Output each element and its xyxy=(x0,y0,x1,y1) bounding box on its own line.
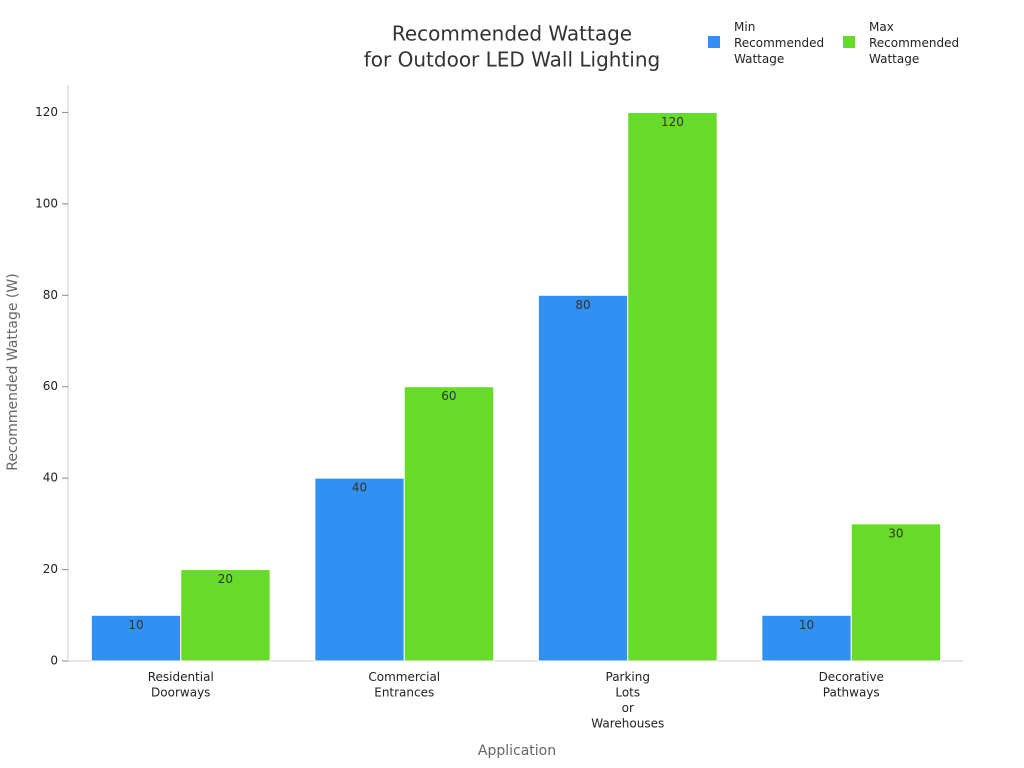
y-axis-label: Recommended Wattage (W) xyxy=(5,273,21,470)
value-label: 20 xyxy=(218,572,233,586)
y-tick-label: 100 xyxy=(35,196,58,210)
value-label: 10 xyxy=(799,618,814,632)
bar xyxy=(403,386,495,662)
y-tick-label: 40 xyxy=(43,471,58,485)
value-label: 10 xyxy=(128,618,143,632)
x-tick-label: Commercial Entrances xyxy=(368,670,440,700)
bar xyxy=(761,614,852,662)
bar xyxy=(850,523,942,662)
value-label: 60 xyxy=(441,389,456,403)
bar xyxy=(537,294,629,662)
legend-label: Max Recommended Wattage xyxy=(869,20,959,66)
x-tick-label: Residential Doorways xyxy=(148,670,214,700)
legend-swatch xyxy=(843,36,855,48)
value-label: 120 xyxy=(661,115,684,129)
x-tick-label: Parking Lots or Warehouses xyxy=(591,670,664,731)
bar xyxy=(180,569,271,662)
chart-title: for Outdoor LED Wall Lighting xyxy=(364,48,660,72)
value-label: 30 xyxy=(888,526,903,540)
value-label: 80 xyxy=(575,298,590,312)
value-label: 40 xyxy=(352,481,367,495)
x-axis-label: Application xyxy=(478,743,556,759)
x-tick-label: Decorative Pathways xyxy=(819,670,884,700)
y-tick-label: 120 xyxy=(35,105,58,119)
chart-title: Recommended Wattage xyxy=(392,22,632,46)
y-tick-label: 60 xyxy=(43,379,58,393)
bar xyxy=(314,477,405,662)
y-tick-label: 20 xyxy=(43,562,58,576)
y-tick-label: 80 xyxy=(43,288,58,302)
legend-label: Min Recommended Wattage xyxy=(734,20,824,66)
bar xyxy=(627,111,718,662)
y-tick-label: 0 xyxy=(50,654,58,668)
legend-swatch xyxy=(708,36,720,48)
